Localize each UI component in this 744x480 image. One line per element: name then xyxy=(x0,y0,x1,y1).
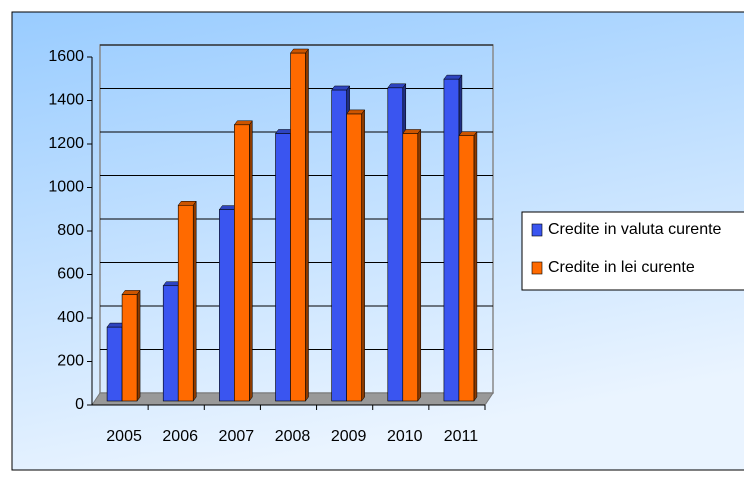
bar-top xyxy=(290,48,309,54)
bar-side xyxy=(249,120,253,402)
bar xyxy=(443,78,460,402)
bar-top xyxy=(177,201,197,206)
legend-label: Credite in lei curente xyxy=(548,259,695,276)
bar-side xyxy=(192,200,197,402)
x-tick-label: 2009 xyxy=(331,428,367,445)
bar xyxy=(219,209,235,402)
bar-side xyxy=(473,130,478,402)
bar-top xyxy=(233,120,253,126)
y-tick-label: 1200 xyxy=(48,135,84,152)
bar-side xyxy=(361,109,365,402)
bar xyxy=(346,113,362,402)
bar-side xyxy=(305,48,309,402)
y-tick-label: 600 xyxy=(57,266,84,283)
bar xyxy=(162,285,179,402)
legend-swatch xyxy=(531,261,543,275)
bar-top xyxy=(121,290,141,295)
bar-top xyxy=(402,129,422,134)
bar xyxy=(106,326,123,402)
legend-swatch xyxy=(531,223,543,237)
x-tick-label: 2005 xyxy=(106,428,142,445)
bar xyxy=(331,89,347,402)
legend xyxy=(521,211,744,291)
bar-side xyxy=(417,128,422,402)
x-tick-label: 2006 xyxy=(162,428,198,445)
y-tick-label: 200 xyxy=(57,353,84,370)
y-tick-label: 1600 xyxy=(48,48,84,65)
bar xyxy=(290,52,306,402)
x-tick-label: 2008 xyxy=(275,428,311,445)
bar xyxy=(234,124,250,402)
x-tick-label: 2007 xyxy=(219,428,255,445)
bar-top xyxy=(458,131,478,136)
y-tick-label: 800 xyxy=(57,222,84,239)
bar xyxy=(387,87,404,402)
x-tick-label: 2010 xyxy=(387,428,423,445)
bar-top xyxy=(443,74,463,80)
bar xyxy=(458,135,475,402)
bar-top xyxy=(387,83,407,89)
y-tick-label: 400 xyxy=(57,309,84,326)
bar-top xyxy=(331,85,351,91)
y-tick-label: 0 xyxy=(75,396,84,413)
bar-side xyxy=(136,289,141,402)
bar xyxy=(275,133,291,402)
bar xyxy=(402,133,419,402)
bar xyxy=(121,294,138,402)
x-tick-label: 2011 xyxy=(444,428,479,445)
bar-top xyxy=(346,109,366,115)
y-tick-label: 1000 xyxy=(48,179,84,196)
bar xyxy=(177,204,194,402)
legend-label: Credite in valuta curente xyxy=(548,221,722,238)
y-tick-label: 1400 xyxy=(48,92,84,109)
